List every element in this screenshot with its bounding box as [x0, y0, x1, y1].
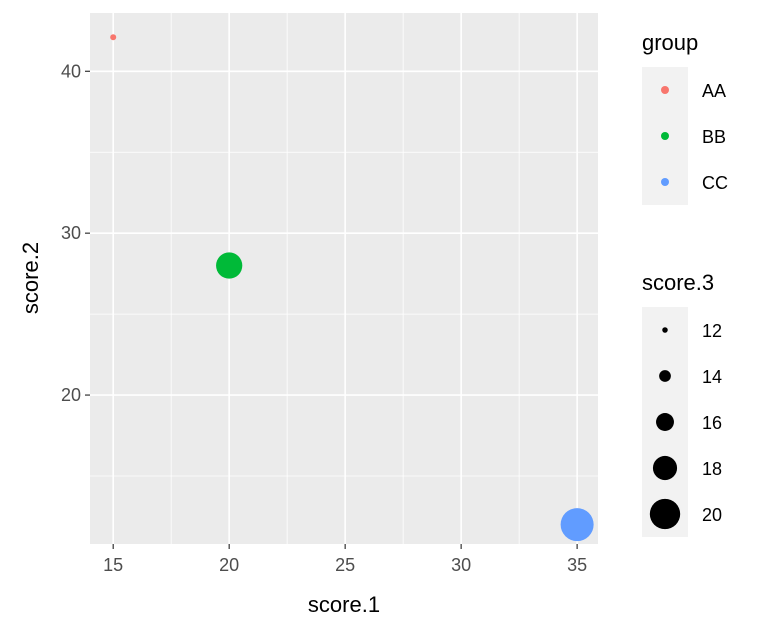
x-axis: 15 20 25 30 35 [103, 544, 587, 575]
data-points [110, 34, 594, 542]
legend-size-label-20: 20 [702, 505, 722, 525]
legend-size-label-16: 16 [702, 413, 722, 433]
legend-size-label-12: 12 [702, 321, 722, 341]
x-axis-title: score.1 [308, 592, 380, 617]
legend-size-key-16 [656, 413, 674, 431]
x-tick-label: 20 [219, 555, 239, 575]
legend-key-bb [661, 132, 669, 140]
legend-size: 12 14 16 18 20 [649, 321, 722, 530]
x-tick-label: 30 [451, 555, 471, 575]
x-tick-label: 25 [335, 555, 355, 575]
legend-label-cc: CC [702, 173, 728, 193]
data-point-bb [216, 252, 243, 279]
y-tick-label: 40 [61, 61, 81, 81]
y-tick-label: 30 [61, 223, 81, 243]
legend-key-aa [661, 86, 669, 94]
y-axis-title: score.2 [18, 242, 43, 314]
legend-size-key-14 [659, 370, 671, 382]
legend-group: AA BB CC [661, 81, 728, 193]
legend-size-key-18 [652, 455, 678, 481]
legend-label-aa: AA [702, 81, 726, 101]
legend-size-key-12 [662, 327, 668, 333]
legend-size-label-14: 14 [702, 367, 722, 387]
y-axis: 20 30 40 [61, 61, 90, 405]
grid-minor [90, 13, 598, 544]
legend-group-title: group [642, 30, 698, 55]
data-point-aa [110, 34, 117, 41]
plot-panel [90, 13, 598, 544]
legend-size-label-18: 18 [702, 459, 722, 479]
x-tick-label: 15 [103, 555, 123, 575]
y-tick-label: 20 [61, 385, 81, 405]
legend-key-cc [661, 178, 669, 186]
data-point-cc [560, 508, 594, 542]
legend-size-title: score.3 [642, 270, 714, 295]
legend-size-key-20 [649, 498, 681, 530]
x-tick-label: 35 [567, 555, 587, 575]
legend-label-bb: BB [702, 127, 726, 147]
